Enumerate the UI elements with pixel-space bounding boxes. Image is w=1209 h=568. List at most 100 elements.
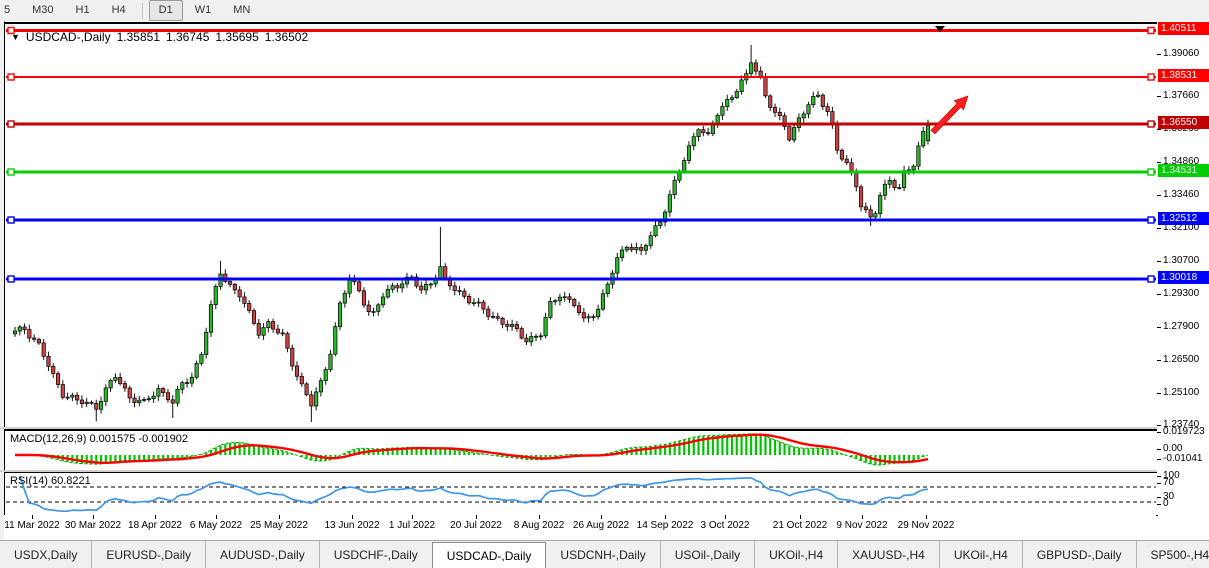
date-tick-label: 29 Nov 2022 [897, 520, 955, 531]
axis-tick [1157, 294, 1161, 295]
axis-tick [1157, 327, 1161, 328]
date-tick-label: 30 Mar 2022 [64, 520, 122, 531]
bullish-arrow-icon [930, 95, 969, 135]
rsi-tick-label: 30 [1163, 491, 1175, 502]
axis-tick [1157, 195, 1161, 196]
price-tick-label: 1.25100 [1163, 387, 1200, 398]
axis-tick [1157, 129, 1161, 130]
time-tick [539, 515, 540, 519]
chart-tab-eurusd-daily[interactable]: EURUSD-,Daily [91, 541, 205, 568]
date-tick-label: 8 Aug 2022 [513, 520, 565, 531]
price-tick-label: 1.29300 [1163, 288, 1200, 299]
macd-canvas[interactable] [5, 431, 1155, 469]
time-axis[interactable]: 11 Mar 2022 30 Mar 2022 18 Apr 2022 6 May 2… [4, 515, 1156, 540]
price-tick-label: 1.36260 [1163, 123, 1200, 134]
chart-tab-xauusd-h4[interactable]: XAUUSD-,H4 [837, 541, 939, 568]
macd-panel[interactable]: MACD(12,26,9) 0.001575 -0.001902 [4, 430, 1158, 472]
timeframe-button-mn[interactable]: MN [233, 4, 251, 16]
panel-splitter[interactable] [0, 427, 1209, 429]
panel-splitter[interactable] [0, 470, 1209, 472]
date-tick-label: 25 May 2022 [250, 520, 308, 531]
candlestick-canvas[interactable] [5, 24, 1156, 429]
axis-tick [1157, 476, 1161, 477]
date-tick-label: 26 Aug 2022 [572, 520, 630, 531]
date-tick-label: 9 Nov 2022 [836, 520, 888, 531]
toolbar-separator [141, 2, 143, 19]
price-chart-panel[interactable]: ▼ USDCAD-,Daily 1.35851 1.36745 1.35695 … [4, 22, 1158, 430]
axis-tick [1157, 261, 1161, 262]
chart-tab-sp500-h4[interactable]: SP500-,H4 [1135, 541, 1209, 568]
chart-tab-usoil-daily[interactable]: USOil-,Daily [659, 541, 754, 568]
axis-tick [1157, 228, 1161, 229]
time-tick [862, 515, 863, 519]
axis-tick [1157, 162, 1161, 163]
axis-tick [1157, 504, 1161, 505]
axis-tick [1157, 393, 1161, 394]
macd-signal-line [15, 433, 929, 464]
time-tick [352, 515, 353, 519]
ohlc-close: 1.36502 [264, 30, 309, 44]
date-tick-label: 3 Oct 2022 [700, 520, 750, 531]
chart-tab-usdx-daily[interactable]: USDX,Daily [14, 547, 78, 562]
timeframe-button-m30[interactable]: M30 [32, 4, 54, 16]
macd-main-line [14, 433, 929, 466]
time-tick [665, 515, 666, 519]
rsi-tick-label: 70 [1163, 477, 1175, 488]
collapse-chart-icon[interactable]: ▼ [11, 32, 20, 42]
timeframe-button-h4[interactable]: H4 [111, 4, 126, 16]
date-tick-label: 13 Jun 2022 [324, 520, 380, 531]
time-tick [601, 515, 602, 519]
timeframe-button-w1[interactable]: W1 [194, 4, 212, 16]
chart-tab-bar: USDX,Daily EURUSD-,Daily AUDUSD-,Daily USDC… [0, 540, 1209, 568]
rsi-label: RSI(14) 60.8221 [10, 475, 91, 487]
price-level-badge: 1.30018 [1158, 270, 1209, 284]
price-axis[interactable]: 1.39060 1.37660 1.36260 1.34860 1.33460 1.321… [1157, 21, 1209, 515]
axis-tick [1157, 449, 1161, 450]
time-tick [412, 515, 413, 519]
macd-histogram [18, 433, 930, 466]
timeframe-button-h1[interactable]: H1 [75, 4, 90, 16]
time-tick [476, 515, 477, 519]
price-tick-label: 1.26500 [1163, 354, 1200, 365]
macd-label: MACD(12,26,9) 0.001575 -0.001902 [10, 433, 188, 445]
price-level-badge: 1.32512 [1158, 211, 1209, 225]
price-tick-label: 1.30700 [1163, 255, 1200, 266]
price-tick-label: 1.39060 [1163, 48, 1200, 59]
axis-tick [1157, 459, 1161, 460]
chart-tab-usdcnh-daily[interactable]: USDCNH-,Daily [560, 547, 646, 562]
axis-tick [1157, 96, 1161, 97]
candles-group [12, 44, 931, 423]
chart-tab-ukoil-h4[interactable]: UKOil-,H4 [938, 541, 1022, 568]
time-tick [32, 515, 33, 519]
hlines-group [6, 26, 1156, 283]
ohlc-high: 1.36745 [166, 30, 210, 44]
price-tick-label: 1.27900 [1163, 321, 1200, 332]
date-tick-label: 14 Sep 2022 [636, 520, 694, 531]
price-tick-label: 1.34860 [1163, 156, 1200, 167]
chart-workspace: ▼ USDCAD-,Daily 1.35851 1.36745 1.35695 … [0, 21, 1209, 540]
time-tick [926, 515, 927, 519]
date-tick-label: 6 May 2022 [189, 520, 243, 531]
ohlc-low: 1.35695 [215, 30, 259, 44]
chart-tab-usdchf-daily[interactable]: USDCHF-,Daily [318, 541, 432, 568]
price-tick-label: 1.37660 [1163, 90, 1200, 101]
chart-tab-usdcad-daily[interactable]: USDCAD-,Daily [431, 542, 547, 568]
axis-tick [1157, 54, 1161, 55]
timeframe-button-d1[interactable]: D1 [148, 0, 183, 21]
date-tick-label: 21 Oct 2022 [772, 520, 828, 531]
date-tick-label: 20 Jul 2022 [450, 520, 502, 531]
price-level-badge: 1.40511 [1158, 22, 1209, 35]
chart-tab-gbpusd-daily[interactable]: GBPUSD-,Daily [1021, 541, 1136, 568]
axis-tick [1157, 425, 1161, 426]
price-level-badge: 1.36550 [1158, 115, 1209, 129]
rsi-tick-label: 0 [1163, 498, 1169, 509]
chart-title: ▼ USDCAD-,Daily 1.35851 1.36745 1.35695 … [11, 30, 308, 44]
rsi-panel[interactable]: RSI(14) 60.8221 [4, 472, 1158, 516]
chart-tab-audusd-daily[interactable]: AUDUSD-,Daily [205, 541, 319, 568]
rsi-canvas[interactable] [5, 473, 1156, 513]
time-tick [216, 515, 217, 519]
timeframe-button-5[interactable]: 5 [4, 4, 11, 16]
chart-tab-ukoil-h4[interactable]: UKOil-,H4 [754, 541, 837, 568]
price-tick-label: 1.32100 [1163, 222, 1200, 233]
